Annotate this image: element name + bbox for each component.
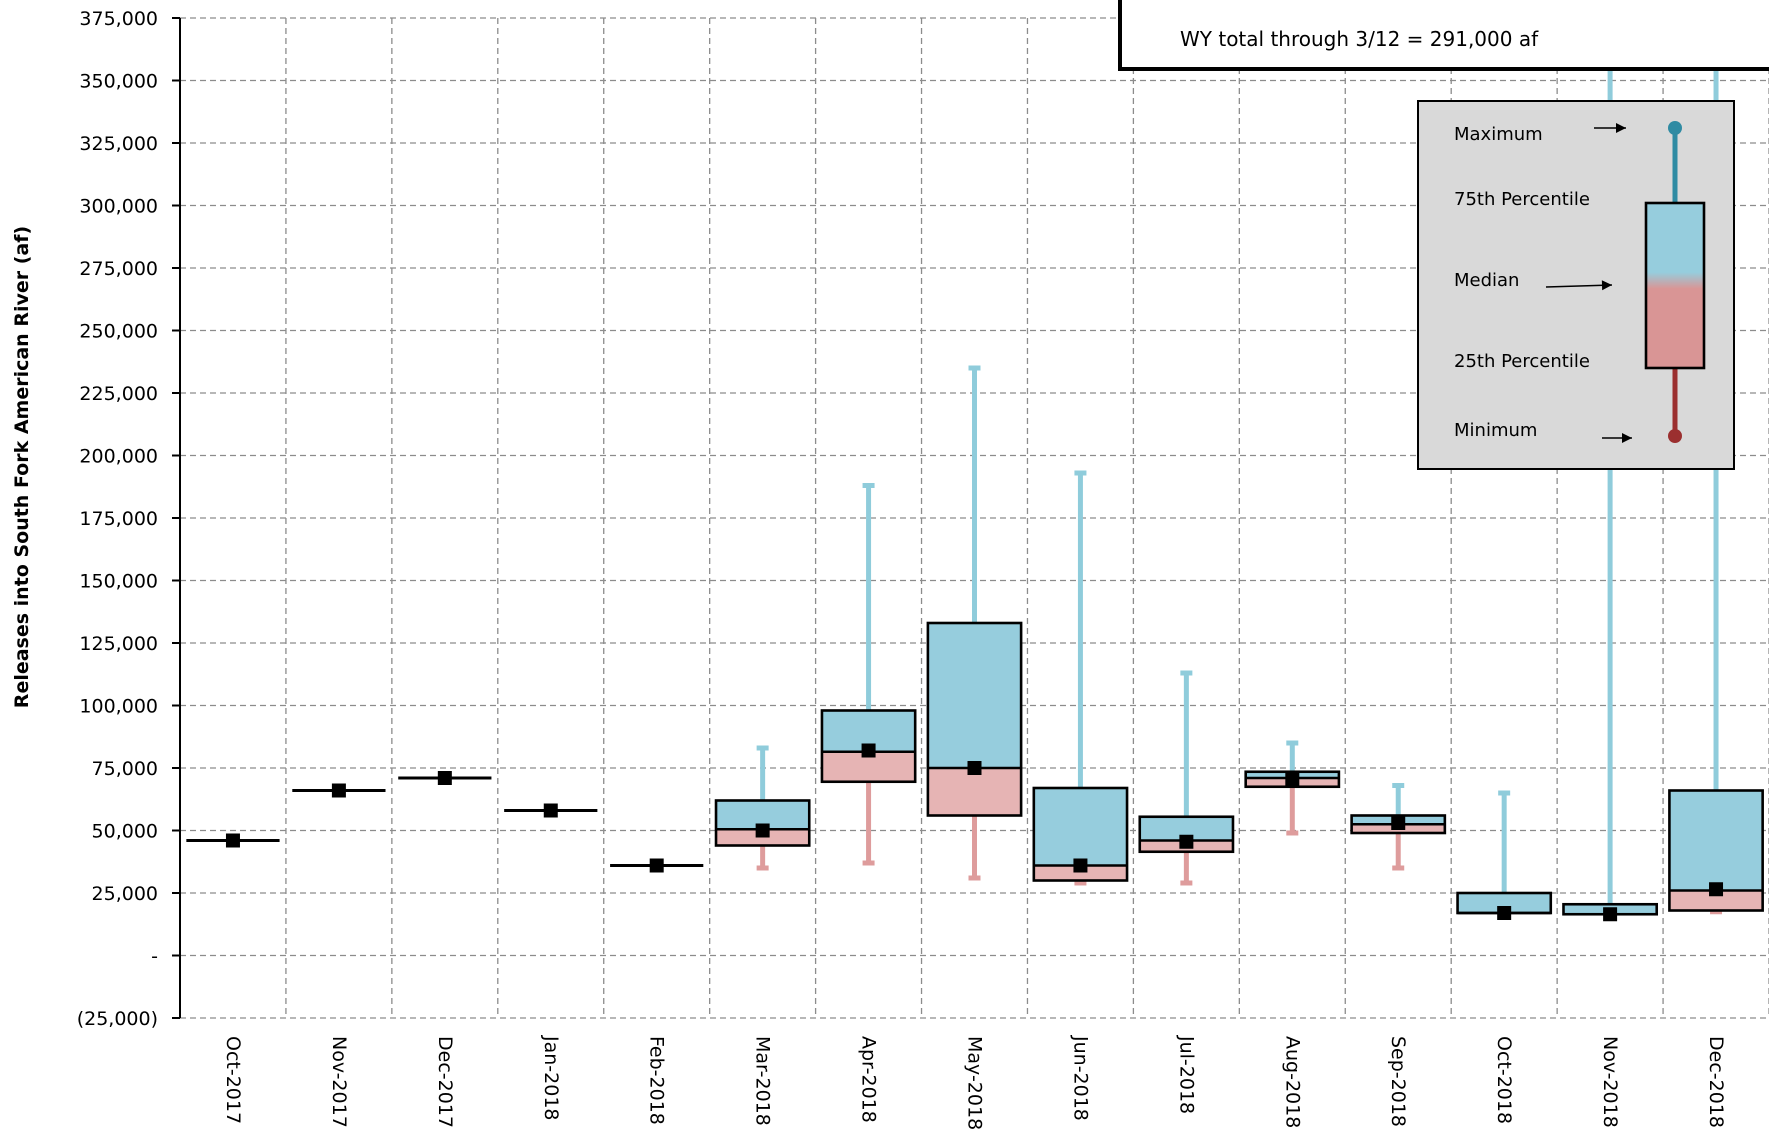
box-outline: [714, 799, 811, 847]
y-tick-label: (25,000): [77, 1008, 158, 1030]
x-tick-label: Jun-2018: [1069, 1035, 1091, 1121]
legend: Maximum 75th Percentile Median 25th Percent…: [1417, 100, 1735, 470]
y-tick-labels: (25,000) - 25,000 50,000 75,000 100,000 125,00…: [77, 8, 158, 1030]
y-tick-label: 150,000: [79, 571, 158, 593]
legend-arrow-line: [1545, 284, 1613, 288]
x-tick-label: Nov-2017: [328, 1036, 350, 1128]
legend-item-minimum: Minimum: [1454, 420, 1537, 441]
legend-arrow-head: [1622, 433, 1632, 443]
box-dec-2018: [1668, 15, 1764, 915]
box-jan-2018: [504, 803, 598, 818]
observed-marker: [967, 761, 982, 775]
y-tick-label: 125,000: [79, 633, 158, 655]
box-aug-2018: [1244, 740, 1341, 836]
lower-box: [1669, 890, 1763, 911]
observed-marker: [225, 833, 240, 848]
y-tick-label: 175,000: [79, 508, 158, 530]
observed-marker: [1285, 772, 1300, 787]
y-tick-label: 275,000: [79, 258, 158, 280]
box-may-2018: [926, 365, 1023, 881]
upper-box: [1139, 816, 1233, 841]
box-nov-2017: [292, 783, 386, 798]
box-outline: [1138, 815, 1235, 854]
legend-box: [1644, 201, 1706, 370]
box-dec-2017: [398, 771, 492, 785]
box-outline: [926, 621, 1023, 817]
x-tick-label: Aug-2018: [1281, 1036, 1303, 1128]
y-tick-label: 50,000: [92, 821, 158, 843]
observed-marker: [437, 771, 452, 785]
box-outline: [1032, 786, 1129, 882]
y-tick-label: 75,000: [92, 758, 158, 780]
y-tick-label: 300,000: [79, 196, 158, 218]
x-tick-label: Oct-2017: [222, 1036, 244, 1124]
axis-layer: [172, 17, 181, 1019]
box-jun-2018: [1032, 470, 1129, 886]
observed-marker: [1603, 907, 1618, 922]
y-tick-label: 350,000: [79, 71, 158, 93]
x-tick-labels: Oct-2017 Nov-2017 Dec-2017 Jan-2018 Feb-2018…: [222, 1035, 1727, 1130]
legend-arrow-head: [1601, 280, 1612, 291]
lower-box: [1033, 865, 1128, 881]
x-tick-label: Dec-2018: [1705, 1036, 1727, 1128]
x-tick-label: Oct-2018: [1493, 1036, 1515, 1124]
legend-arrow-head: [1616, 123, 1626, 133]
x-tick-label: Sep-2018: [1387, 1036, 1409, 1127]
observed-marker: [1709, 882, 1724, 897]
observed-marker: [649, 858, 664, 873]
observed-marker: [331, 783, 346, 798]
x-tick-label: Feb-2018: [646, 1036, 668, 1125]
x-tick-label: Nov-2018: [1599, 1036, 1621, 1128]
x-tick-label: Jul-2018: [1175, 1035, 1197, 1114]
annotation-text: WY total through 3/12 = 291,000 af: [1180, 27, 1539, 51]
box-jul-2018: [1138, 670, 1235, 886]
y-tick-label: 225,000: [79, 383, 158, 405]
legend-min-dot: [1668, 429, 1682, 443]
x-tick-label: Jan-2018: [540, 1035, 562, 1121]
y-axis-label: Releases into South Fork American River …: [11, 226, 33, 708]
x-tick-label: May-2018: [964, 1036, 986, 1130]
lower-box: [927, 768, 1022, 816]
upper-box: [1457, 893, 1551, 913]
observed-marker: [1391, 816, 1406, 830]
y-tick-label: 100,000: [79, 696, 158, 718]
box-outline: [820, 709, 917, 784]
box-sep-2018: [1350, 783, 1447, 871]
observed-marker: [755, 823, 770, 838]
y-tick-label: -: [151, 946, 158, 968]
annotation-box: WY total through 3/12 = 291,000 af: [1118, 0, 1769, 71]
y-tick-label: 375,000: [79, 8, 158, 30]
x-tick-label: Dec-2017: [434, 1036, 456, 1128]
y-tick-label: 200,000: [79, 446, 158, 468]
y-tick-label: 25,000: [92, 883, 158, 905]
y-tick-label: 325,000: [79, 133, 158, 155]
observed-marker: [861, 743, 876, 758]
observed-marker: [1497, 906, 1512, 920]
box-oct-2018: [1456, 790, 1553, 920]
legend-max-dot: [1668, 121, 1682, 135]
box-oct-2017: [186, 833, 280, 848]
box-mar-2018: [714, 745, 811, 871]
x-tick-label: Mar-2018: [752, 1036, 774, 1126]
upper-box: [1669, 790, 1763, 891]
legend-item-75th-percentile: 75th Percentile: [1454, 189, 1590, 210]
box-feb-2018: [610, 858, 704, 873]
box-apr-2018: [820, 483, 917, 866]
observed-marker: [1073, 858, 1088, 873]
box-outline: [1668, 789, 1764, 912]
legend-item-median: Median: [1454, 270, 1519, 291]
y-tick-label: 250,000: [79, 321, 158, 343]
x-tick-label: Apr-2018: [858, 1036, 880, 1123]
upper-box: [927, 623, 1022, 768]
legend-item-maximum: Maximum: [1454, 124, 1543, 145]
legend-item-25th-percentile: 25th Percentile: [1454, 351, 1590, 372]
upper-box: [1033, 788, 1128, 866]
observed-marker: [543, 803, 558, 818]
observed-marker: [1179, 834, 1194, 849]
